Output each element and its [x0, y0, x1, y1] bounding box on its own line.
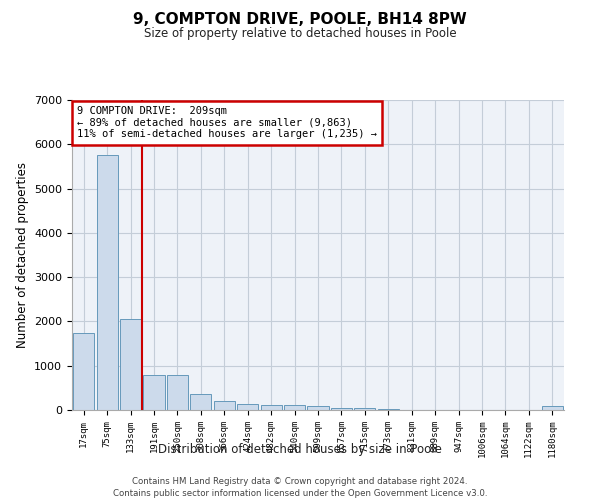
- Bar: [214, 400, 235, 410]
- Bar: [237, 404, 258, 410]
- Text: Size of property relative to detached houses in Poole: Size of property relative to detached ho…: [143, 28, 457, 40]
- Bar: [97, 156, 118, 410]
- Bar: [190, 394, 211, 410]
- Y-axis label: Number of detached properties: Number of detached properties: [16, 162, 29, 348]
- Bar: [355, 408, 376, 410]
- Text: Distribution of detached houses by size in Poole: Distribution of detached houses by size …: [158, 442, 442, 456]
- Bar: [331, 408, 352, 410]
- Text: Contains public sector information licensed under the Open Government Licence v3: Contains public sector information licen…: [113, 489, 487, 498]
- Bar: [143, 374, 164, 410]
- Text: Contains HM Land Registry data © Crown copyright and database right 2024.: Contains HM Land Registry data © Crown c…: [132, 478, 468, 486]
- Bar: [167, 374, 188, 410]
- Bar: [284, 405, 305, 410]
- Text: 9 COMPTON DRIVE:  209sqm
← 89% of detached houses are smaller (9,863)
11% of sem: 9 COMPTON DRIVE: 209sqm ← 89% of detache…: [77, 106, 377, 140]
- Bar: [307, 406, 329, 410]
- Bar: [73, 332, 94, 410]
- Bar: [378, 408, 399, 410]
- Bar: [120, 319, 141, 410]
- Bar: [542, 406, 563, 410]
- Bar: [260, 405, 281, 410]
- Text: 9, COMPTON DRIVE, POOLE, BH14 8PW: 9, COMPTON DRIVE, POOLE, BH14 8PW: [133, 12, 467, 28]
